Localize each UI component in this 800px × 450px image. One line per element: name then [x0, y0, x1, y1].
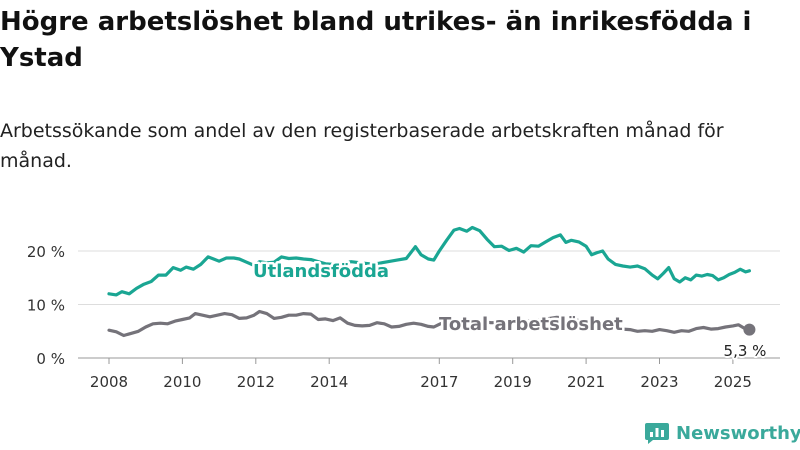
x-tick-label: 2010: [163, 373, 201, 391]
chart-title: Högre arbetslöshet bland utrikes- än inr…: [0, 7, 752, 73]
x-tick-label: 2012: [237, 373, 275, 391]
x-tick-label: 2025: [714, 373, 752, 391]
x-tick-label: 2021: [567, 373, 605, 391]
series-line-total: [107, 309, 751, 338]
series-line-utlandsfodda: [107, 225, 751, 297]
x-tick-label: 2023: [640, 373, 678, 391]
newsworthy-logo-icon: [645, 423, 669, 444]
end-value-label: 5,3 %: [724, 342, 767, 360]
series-end-point: [743, 323, 756, 336]
x-tick-label: 2019: [494, 373, 532, 391]
chart-subtitle: Arbetssökande som andel av den registerb…: [0, 120, 724, 172]
x-tick-label: 2008: [90, 373, 128, 391]
series-lines: [107, 225, 751, 338]
newsworthy-brand: Newsworthy: [644, 418, 800, 448]
y-tick-label: 10 %: [27, 297, 65, 315]
series-label-total: Total arbetslöshet: [439, 314, 623, 335]
x-tick-label: 2014: [310, 373, 348, 391]
x-tick-label: 2017: [420, 373, 458, 391]
y-axis: 0 % 10 % 20 %: [27, 243, 65, 368]
y-tick-label: 0 %: [36, 350, 65, 368]
brand-name: Newsworthy: [676, 422, 800, 444]
series-labels: Utlandsfödda Total arbetslöshet 5,3 %: [251, 259, 769, 363]
grid-lines: [78, 250, 780, 359]
series-label-utlandsfodda: Utlandsfödda: [253, 261, 389, 282]
x-axis: 2008 2010 2012 2014 2017 2019 2021 2023 2025: [90, 358, 752, 391]
y-tick-label: 20 %: [27, 243, 65, 261]
